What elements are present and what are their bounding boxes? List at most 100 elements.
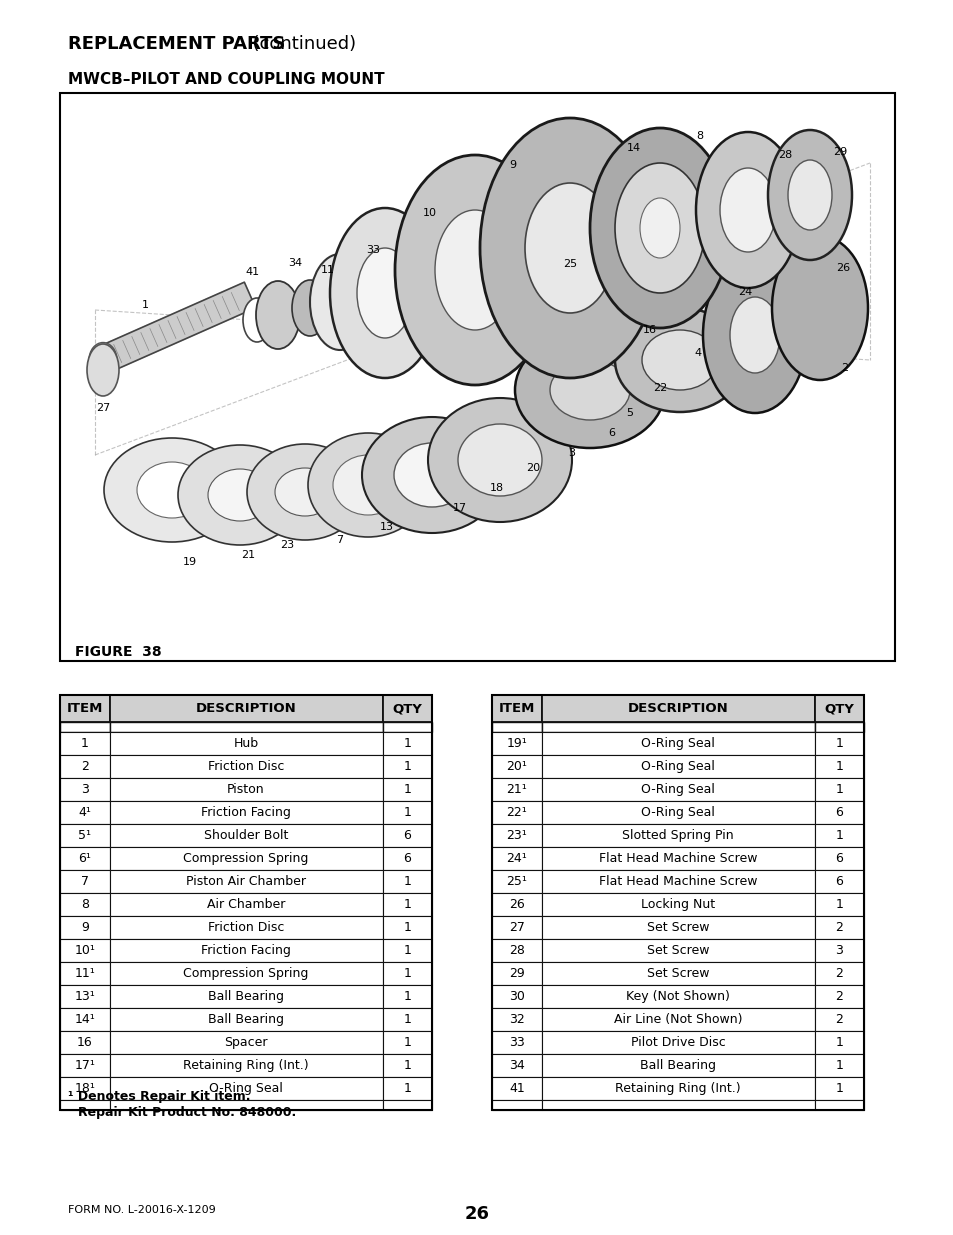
Bar <box>60 1100 110 1110</box>
Bar <box>110 893 382 916</box>
Bar <box>382 1053 432 1077</box>
Bar <box>814 847 863 869</box>
Text: 17¹: 17¹ <box>74 1058 95 1072</box>
Text: Ball Bearing: Ball Bearing <box>208 990 284 1003</box>
Bar <box>541 869 814 893</box>
Text: (continued): (continued) <box>241 35 355 53</box>
Bar <box>382 916 432 939</box>
Text: 9: 9 <box>81 921 89 934</box>
Bar <box>814 916 863 939</box>
Text: 2: 2 <box>841 363 847 373</box>
Text: 1: 1 <box>403 921 411 934</box>
Bar <box>382 722 432 732</box>
Polygon shape <box>97 282 255 373</box>
Text: Pilot Drive Disc: Pilot Drive Disc <box>630 1036 724 1049</box>
Bar <box>541 847 814 869</box>
Bar <box>814 802 863 824</box>
Text: 1: 1 <box>835 829 842 842</box>
Bar <box>382 962 432 986</box>
Text: Ball Bearing: Ball Bearing <box>208 1013 284 1026</box>
Bar <box>110 722 382 732</box>
Text: 1: 1 <box>835 898 842 911</box>
Text: 29: 29 <box>508 967 524 981</box>
Text: 5¹: 5¹ <box>78 829 91 842</box>
Text: Ball Bearing: Ball Bearing <box>639 1058 716 1072</box>
Bar <box>492 916 541 939</box>
Bar <box>110 939 382 962</box>
Bar <box>110 824 382 847</box>
Bar <box>382 939 432 962</box>
Ellipse shape <box>247 445 363 540</box>
Bar <box>492 986 541 1008</box>
Text: 10¹: 10¹ <box>74 944 95 957</box>
Ellipse shape <box>589 128 729 329</box>
Text: FIGURE  38: FIGURE 38 <box>75 645 161 659</box>
Bar <box>382 1031 432 1053</box>
Text: 1: 1 <box>835 737 842 750</box>
Text: 26: 26 <box>835 263 849 273</box>
Text: 1: 1 <box>403 876 411 888</box>
Bar <box>110 1031 382 1053</box>
Bar <box>541 939 814 962</box>
Bar <box>110 962 382 986</box>
Bar <box>492 1077 541 1100</box>
Text: 2: 2 <box>835 990 842 1003</box>
Text: 18: 18 <box>490 483 503 493</box>
Text: 27: 27 <box>508 921 524 934</box>
Text: 33: 33 <box>508 1036 524 1049</box>
Text: 11: 11 <box>320 266 335 275</box>
Text: 3: 3 <box>835 944 842 957</box>
Bar <box>492 722 541 732</box>
Bar <box>110 1100 382 1110</box>
Bar <box>60 869 110 893</box>
Bar <box>541 1077 814 1100</box>
Text: 6: 6 <box>835 876 842 888</box>
Text: 30: 30 <box>508 990 524 1003</box>
Bar <box>382 1008 432 1031</box>
Text: Friction Disc: Friction Disc <box>208 921 284 934</box>
Bar <box>110 869 382 893</box>
Text: 1: 1 <box>403 783 411 797</box>
Text: Set Screw: Set Screw <box>646 967 709 981</box>
Bar <box>60 732 110 755</box>
Bar <box>492 1053 541 1077</box>
Bar <box>60 847 110 869</box>
Ellipse shape <box>104 438 240 542</box>
Text: 1: 1 <box>403 1082 411 1095</box>
Text: Locking Nut: Locking Nut <box>640 898 715 911</box>
Text: 34: 34 <box>508 1058 524 1072</box>
Text: 1: 1 <box>403 967 411 981</box>
Bar <box>60 916 110 939</box>
Bar <box>814 962 863 986</box>
Bar <box>382 778 432 802</box>
Text: 1: 1 <box>403 806 411 819</box>
Bar <box>60 778 110 802</box>
Text: 14: 14 <box>626 143 640 153</box>
Bar <box>382 847 432 869</box>
Text: 1: 1 <box>81 737 89 750</box>
Bar <box>541 778 814 802</box>
Text: Piston: Piston <box>227 783 265 797</box>
Text: 1: 1 <box>403 898 411 911</box>
Ellipse shape <box>729 296 780 373</box>
Bar <box>60 1031 110 1053</box>
Text: Flat Head Machine Screw: Flat Head Machine Screw <box>598 852 757 864</box>
Bar <box>814 1031 863 1053</box>
Bar <box>382 695 432 722</box>
Bar <box>541 802 814 824</box>
Text: O-Ring Seal: O-Ring Seal <box>640 737 714 750</box>
Bar <box>541 755 814 778</box>
Ellipse shape <box>720 168 775 252</box>
Text: 24¹: 24¹ <box>506 852 527 864</box>
Bar <box>492 695 863 1110</box>
Ellipse shape <box>550 359 629 420</box>
Bar <box>382 732 432 755</box>
Text: Compression Spring: Compression Spring <box>183 967 309 981</box>
Ellipse shape <box>208 469 272 521</box>
Bar <box>60 802 110 824</box>
Text: 20¹: 20¹ <box>506 760 527 773</box>
Bar <box>492 802 541 824</box>
Text: 33: 33 <box>366 245 379 254</box>
Ellipse shape <box>395 156 555 385</box>
Text: 2: 2 <box>835 967 842 981</box>
